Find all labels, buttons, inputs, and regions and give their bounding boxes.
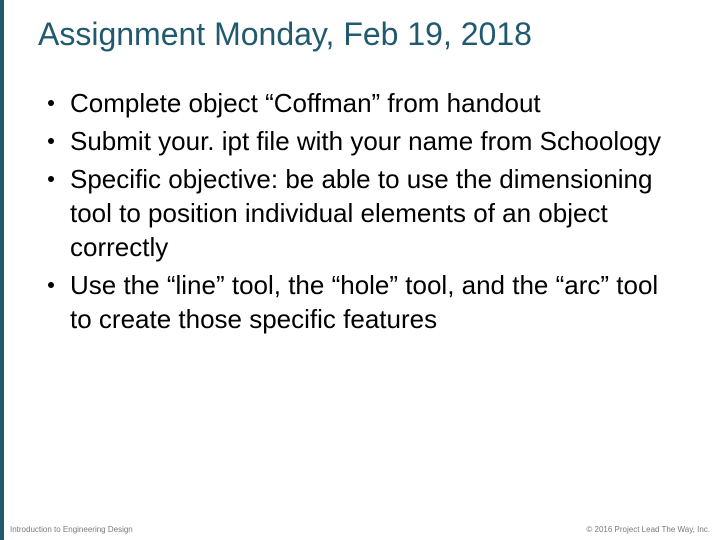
footer-left-text: Introduction to Engineering Design <box>10 525 133 534</box>
bullet-dot-icon <box>48 176 54 182</box>
bullet-item: Specific objective: be able to use the d… <box>44 162 664 264</box>
bullet-text: Submit your. ipt file with your name fro… <box>70 126 661 156</box>
bullet-text: Complete object “Coffman” from handout <box>70 88 541 118</box>
bullet-list: Complete object “Coffman” from handout S… <box>44 86 664 340</box>
slide-title: Assignment Monday, Feb 19, 2018 <box>38 16 532 53</box>
bullet-text: Use the “line” tool, the “hole” tool, an… <box>70 270 658 334</box>
slide: Assignment Monday, Feb 19, 2018 Complete… <box>0 0 720 540</box>
bullet-dot-icon <box>48 282 54 288</box>
bullet-dot-icon <box>48 100 54 106</box>
bullet-item: Submit your. ipt file with your name fro… <box>44 124 664 158</box>
bullet-text: Specific objective: be able to use the d… <box>70 164 652 262</box>
bullet-item: Complete object “Coffman” from handout <box>44 86 664 120</box>
bullet-dot-icon <box>48 138 54 144</box>
bullet-item: Use the “line” tool, the “hole” tool, an… <box>44 268 664 336</box>
footer-right-text: © 2016 Project Lead The Way, Inc. <box>586 525 710 534</box>
left-accent-bar <box>0 0 4 540</box>
